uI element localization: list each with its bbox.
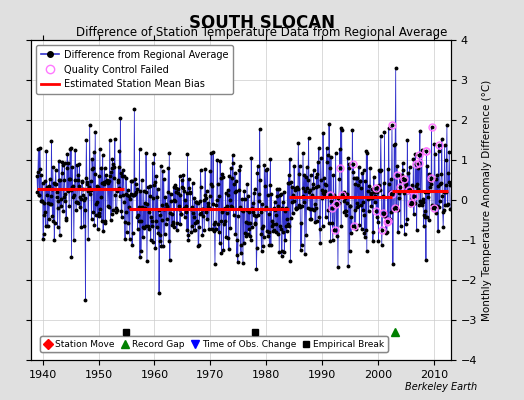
Text: Difference of Station Temperature Data from Regional Average: Difference of Station Temperature Data f…: [77, 26, 447, 39]
Text: Berkeley Earth: Berkeley Earth: [405, 382, 477, 392]
Text: SOUTH SLOCAN: SOUTH SLOCAN: [189, 14, 335, 32]
Legend: Station Move, Record Gap, Time of Obs. Change, Empirical Break: Station Move, Record Gap, Time of Obs. C…: [40, 336, 388, 352]
Y-axis label: Monthly Temperature Anomaly Difference (°C): Monthly Temperature Anomaly Difference (…: [483, 79, 493, 321]
